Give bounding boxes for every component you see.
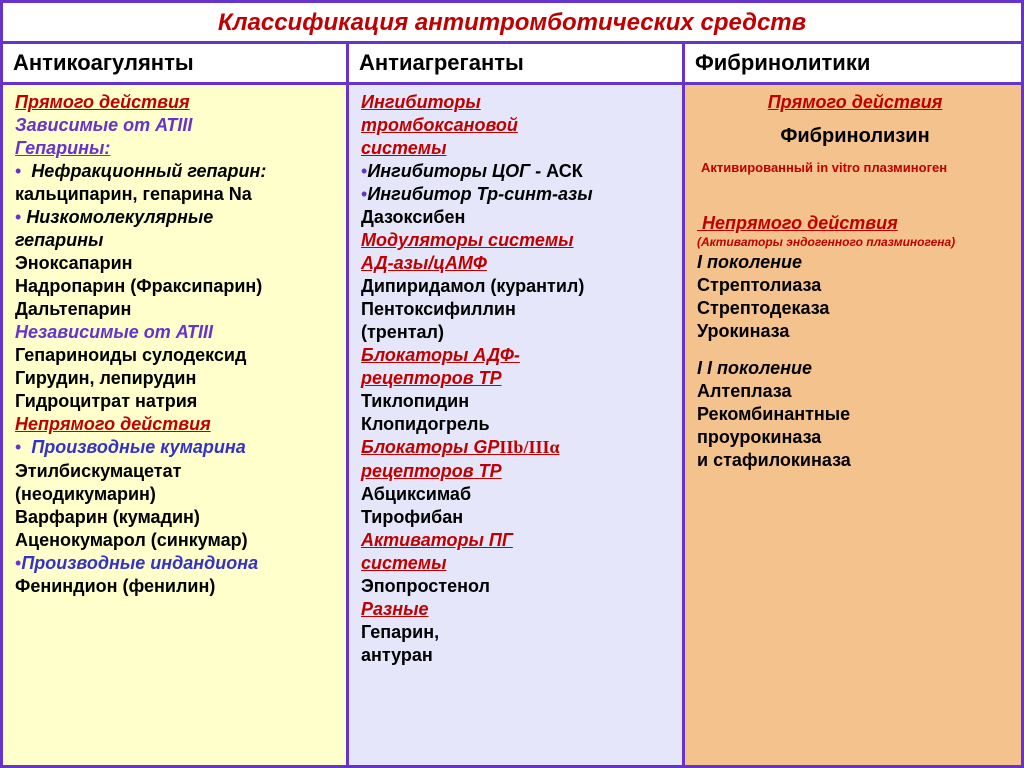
c2-line: •Ингибиторы ЦОГ - АСК [361,160,674,183]
c2-ask: АСК [546,161,583,181]
c1-warfarin: Варфарин (кумадин) [15,506,338,529]
c1-line: •Производные индандиона [15,552,338,575]
column-anticoagulants: Прямого действия Зависимые от АТIII Гепа… [3,85,349,765]
c2-h4m: IIb/IIIα [499,437,559,457]
c1-calciparin: кальципарин, гепарина Na [15,183,338,206]
c1-unfractionated: Нефракционный гепарин: [31,161,266,181]
c1-heading-direct: Прямого действия [15,91,338,114]
c2-h1a: Ингибиторы [361,91,674,114]
c3-plasminogen: Активированный in vitro плазминоген [697,160,1013,177]
c2-abciximab: Абциксимаб [361,483,674,506]
c1-nadroparin: Надропарин (Фраксипарин) [15,275,338,298]
c1-at3-dependent: Зависимые от АТIII [15,114,338,137]
c3-urokinase: Урокиназа [697,320,1013,343]
c1-acenocoumarol: Аценокумарол (синкумар) [15,529,338,552]
c2-anturan: антуран [361,644,674,667]
table-header-row: Антикоагулянты Антиагреганты Фибринолити… [3,41,1021,85]
c1-at3-independent: Независимые от АТIII [15,321,338,344]
c1-lmwh1: Низкомолекулярные [26,207,213,227]
slide: Классификация антитромботических средств… [0,0,1024,768]
header-col1: Антикоагулянты [3,44,349,82]
c2-pentox2: (трентал) [361,321,674,344]
c3-activators-note: (Активаторы эндогенного плазминогена) [697,235,1013,250]
c1-ethyl1: Этилбискумацетат [15,460,338,483]
c1-heparinoids: Гепариноиды сулодексид [15,344,338,367]
table-body-row: Прямого действия Зависимые от АТIII Гепа… [3,85,1021,765]
c2-h1c: системы [361,137,674,160]
c2-h4a: Блокаторы GP [361,437,499,457]
c2-txsynth: Ингибитор Тр-синт-азы [367,184,592,204]
c1-lmwh2: гепарины [15,229,338,252]
c1-enoxaparin: Эноксапарин [15,252,338,275]
c3-streptodecase: Стрептодеказа [697,297,1013,320]
c2-h2a: Модуляторы системы [361,229,674,252]
c1-line: • Низкомолекулярные [15,206,338,229]
c2-h5a: Активаторы ПГ [361,529,674,552]
column-antiaggregants: Ингибиторы тромбоксановой системы •Ингиб… [349,85,685,765]
c2-clopidogrel: Клопидогрель [361,413,674,436]
c1-phenindione: Фениндион (фенилин) [15,575,338,598]
c3-heading-indirect: Непрямого действия [697,212,1013,235]
c2-h6: Разные [361,598,674,621]
c2-cox: Ингибиторы ЦОГ - [367,161,546,181]
c2-dazoxiben: Дазоксибен [361,206,674,229]
c2-h5b: системы [361,552,674,575]
c2-heparin: Гепарин, [361,621,674,644]
c3-gen1: I поколение [697,251,1013,274]
c3-staphylokinase: и стафилокиназа [697,449,1013,472]
c1-heparins: Гепарины: [15,137,338,160]
c3-alteplase: Алтеплаза [697,380,1013,403]
slide-title: Классификация антитромботических средств [3,3,1021,41]
column-fibrinolytics: Прямого действия Фибринолизин Активирова… [685,85,1021,765]
c3-gen2: I I поколение [697,357,1013,380]
c1-coumarin: Производные кумарина [31,437,245,457]
c2-pentox1: Пентоксифиллин [361,298,674,321]
header-col2: Антиагреганты [349,44,685,82]
c2-h2b: АД-азы/цАМФ [361,252,674,275]
c2-h4b: рецепторов ТР [361,460,674,483]
header-col3: Фибринолитики [685,44,1021,82]
c2-tirofiban: Тирофибан [361,506,674,529]
c3-recombinant: Рекомбинантные [697,403,1013,426]
c3-streptoliase: Стрептолиаза [697,274,1013,297]
c1-line: • Производные кумарина [15,436,338,459]
c2-h3a: Блокаторы АДФ- [361,344,674,367]
c2-h4-line1: Блокаторы GPIIb/IIIα [361,436,674,459]
c1-ethyl2: (неодикумарин) [15,483,338,506]
c1-dalteparin: Дальтепарин [15,298,338,321]
c3-heading-direct: Прямого действия [697,91,1013,114]
c2-dipyridamole: Дипиридамол (курантил) [361,275,674,298]
c1-heading-indirect: Непрямого действия [15,413,338,436]
c1-hydrocitrate: Гидроцитрат натрия [15,390,338,413]
c3-prourokinase: проурокиназа [697,426,1013,449]
c2-h3b: рецепторов ТР [361,367,674,390]
c1-indandione: Производные индандиона [21,553,258,573]
c1-hirudin: Гирудин, лепирудин [15,367,338,390]
c2-epoprostenol: Эпопростенол [361,575,674,598]
c2-ticlopidine: Тиклопидин [361,390,674,413]
c3-fibrinolysin: Фибринолизин [697,124,1013,150]
c1-line: • Нефракционный гепарин: [15,160,338,183]
c2-line: •Ингибитор Тр-синт-азы [361,183,674,206]
c2-h1b: тромбоксановой [361,114,674,137]
